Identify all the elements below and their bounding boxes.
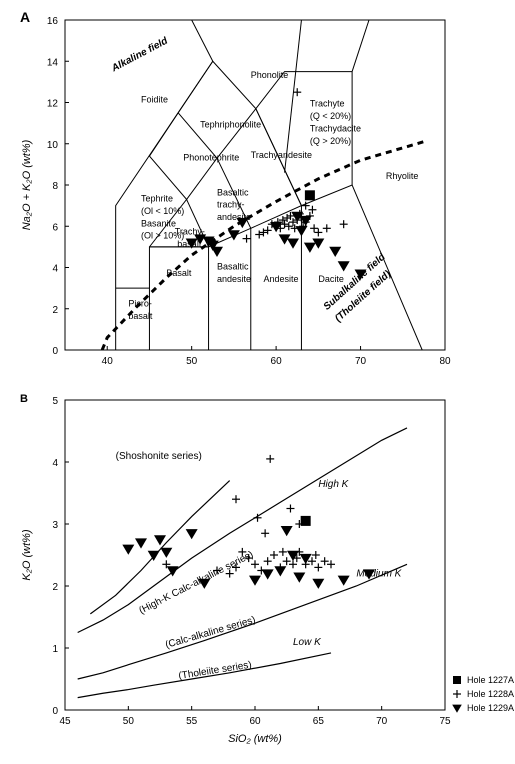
x-tick-label: 45 xyxy=(59,716,71,727)
y-axis-label: K₂O (wt%) xyxy=(21,529,33,581)
field-label: Trachyandesite xyxy=(251,150,312,160)
field-label: Trachydacite xyxy=(310,123,361,133)
x-tick-label: 70 xyxy=(355,356,367,367)
series-label: (Shoshonite series) xyxy=(116,451,202,462)
figure-svg: 40506070800246810121416Na₂O + K₂O (wt%)A… xyxy=(0,0,515,764)
y-tick-label: 0 xyxy=(52,706,58,717)
x-axis-label: SiO₂ (wt%) xyxy=(228,733,282,745)
y-tick-label: 2 xyxy=(52,582,58,593)
x-tick-label: 60 xyxy=(249,716,261,727)
y-tick-label: 3 xyxy=(52,520,58,531)
tas-boundary xyxy=(213,61,256,158)
x-tick-label: 65 xyxy=(313,716,325,727)
field-label: Basaltic xyxy=(217,187,249,197)
field-label: Phonotephrite xyxy=(183,152,239,162)
field-label: Basanite xyxy=(141,218,176,228)
x-tick-label: 70 xyxy=(376,716,388,727)
field-label: (Q < 20%) xyxy=(310,111,351,121)
field-label: trachy- xyxy=(217,200,245,210)
y-axis-label: Na₂O + K₂O (wt%) xyxy=(21,139,33,230)
y-tick-label: 2 xyxy=(52,305,58,316)
x-tick-label: 50 xyxy=(123,716,135,727)
series-label: Low K xyxy=(293,637,322,648)
y-tick-label: 12 xyxy=(47,99,59,110)
panel-B: 45505560657075012345K₂O (wt%)SiO₂ (wt%)B… xyxy=(20,393,451,745)
field-label: Picro- xyxy=(128,299,152,309)
y-tick-label: 1 xyxy=(52,644,58,655)
x-tick-label: 55 xyxy=(186,716,198,727)
field-label: Foidite xyxy=(141,95,168,105)
y-tick-label: 5 xyxy=(52,396,58,407)
field-label: basalt xyxy=(128,311,153,321)
tas-boundary xyxy=(352,20,369,72)
panel-label: A xyxy=(20,9,30,25)
plot-area: Foidite Phonolite Tephriphonolite Phonoteph… xyxy=(102,20,424,350)
field-label: Rhyolite xyxy=(386,171,419,181)
field-label: Andesite xyxy=(263,274,298,284)
y-tick-label: 4 xyxy=(52,458,58,469)
plot-area: (Shoshonite series) High K (High-K Calc-al… xyxy=(78,428,407,698)
field-label: andesite xyxy=(217,274,251,284)
x-tick-label: 75 xyxy=(439,716,451,727)
field-label: Tephriphonolite xyxy=(200,119,261,129)
panel-A: 40 50 60 70 80 0 2 4 6 8 10 12 14 16 Na₂O + K₂O (wt%) A… xyxy=(20,9,451,367)
x-tick-label: 50 xyxy=(186,356,198,367)
tas-boundary xyxy=(149,247,208,350)
field-label: (Ol < 10%) xyxy=(141,206,184,216)
y-tick-label: 16 xyxy=(47,16,59,27)
legend-label: Hole 1227A xyxy=(467,675,514,685)
y-tick-label: 8 xyxy=(52,181,58,192)
series-label: Medium K xyxy=(356,569,402,580)
x-tick-label: 80 xyxy=(439,356,451,367)
y-tick-label: 14 xyxy=(47,57,59,68)
axis-box xyxy=(65,400,445,710)
field-label: Phonolite xyxy=(251,70,289,80)
x-tick-label: 60 xyxy=(271,356,283,367)
angled-label: Alkaline field xyxy=(109,35,170,75)
series-label: (Calc-alkaline series) xyxy=(164,615,257,651)
legend-label: Hole 1228A xyxy=(467,689,514,699)
field-label: Basaltic xyxy=(217,262,249,272)
field-label: (Q > 20%) xyxy=(310,136,351,146)
panel-label: B xyxy=(20,393,28,405)
field-label: Basalt xyxy=(166,268,192,278)
series-label: (High-K Calc-alkaline series) xyxy=(137,549,255,616)
legend-label: Hole 1229A xyxy=(467,703,514,713)
field-label: Trachyte xyxy=(310,99,345,109)
y-tick-label: 6 xyxy=(52,222,58,233)
series-label: (Tholeiite series) xyxy=(178,660,253,682)
series-label: High K xyxy=(318,479,349,490)
y-tick-label: 10 xyxy=(47,140,59,151)
x-tick-label: 40 xyxy=(102,356,114,367)
field-label: Dacite xyxy=(318,274,344,284)
y-tick-label: 4 xyxy=(52,264,58,275)
legend: Hole 1227A Hole 1228A Hole 1229A xyxy=(452,675,514,713)
y-tick-label: 0 xyxy=(52,346,58,357)
field-label: Tephrite xyxy=(141,194,173,204)
